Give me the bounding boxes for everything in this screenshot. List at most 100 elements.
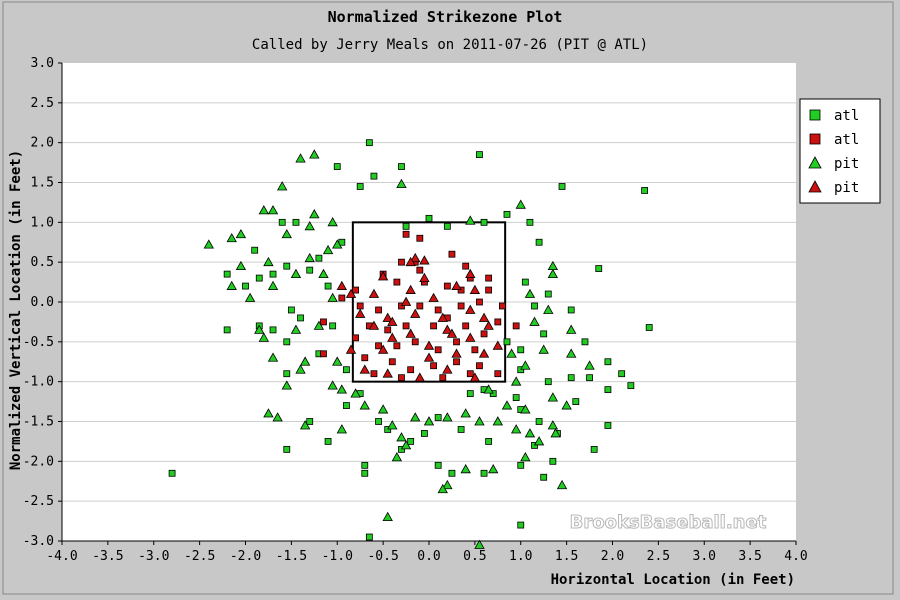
point-square [393, 342, 401, 350]
point-triangle [483, 320, 494, 330]
point-square [416, 234, 424, 242]
point-triangle [520, 360, 531, 370]
point-square [526, 218, 534, 226]
x-tick-label: -2.5 [184, 549, 215, 564]
legend-marker-triangle [808, 156, 822, 169]
y-tick-labels: 3.0 2.5 2.0 1.5 1.0 0.5 0.0 -0.5 -1.0 -1.5 -2.0 -2.… [23, 56, 54, 549]
point-square [283, 338, 291, 346]
point-triangle [547, 392, 559, 402]
point-square [453, 338, 460, 346]
point-triangle [244, 292, 256, 302]
point-square [269, 270, 277, 278]
y-tick-label: -1.5 [23, 415, 54, 430]
point-triangle [299, 356, 311, 366]
point-square [485, 286, 493, 294]
point-triangle [318, 268, 329, 279]
point-square [223, 326, 231, 334]
point-triangle [295, 153, 306, 163]
x-tick-label: -2.0 [230, 549, 261, 564]
point-square [485, 438, 493, 445]
point-triangle [313, 320, 325, 330]
point-triangle [327, 217, 338, 227]
point-triangle [359, 400, 370, 410]
point-square [425, 214, 433, 222]
point-square [365, 139, 373, 147]
point-square [398, 445, 405, 453]
point-square [324, 282, 332, 290]
point-square [361, 469, 369, 477]
point-square [315, 254, 323, 262]
legend-marker-square [809, 109, 821, 121]
point-triangle [492, 416, 503, 426]
y-tick-label: 1.5 [31, 176, 54, 191]
point-triangle [492, 340, 503, 350]
point-triangle [226, 280, 237, 290]
point-square [494, 370, 502, 378]
y-tick-label: 2.0 [31, 136, 54, 151]
point-triangle [350, 388, 361, 398]
point-triangle [520, 404, 531, 414]
point-triangle [506, 348, 517, 358]
point-square [476, 298, 483, 306]
point-square [517, 346, 525, 354]
point-square [604, 422, 612, 429]
point-triangle [566, 324, 577, 334]
point-square [540, 473, 548, 481]
point-triangle [272, 412, 283, 422]
point-square [434, 306, 442, 314]
point-triangle [510, 376, 522, 386]
x-tick-label: 0.0 [417, 549, 440, 564]
point-square [407, 366, 415, 374]
point-square [375, 418, 382, 425]
point-square [604, 386, 612, 394]
point-square [416, 266, 424, 274]
point-square [517, 461, 525, 469]
point-triangle [290, 324, 302, 334]
point-triangle [465, 268, 476, 279]
point-triangle [405, 328, 416, 338]
point-triangle [355, 308, 366, 318]
point-square [384, 426, 392, 433]
axes [58, 62, 797, 545]
point-triangle [304, 252, 315, 263]
point-square [329, 322, 337, 330]
point-triangle [263, 256, 274, 267]
point-triangle [524, 428, 536, 438]
point-square [572, 398, 580, 405]
point-triangle [322, 244, 334, 255]
point-triangle [538, 344, 549, 354]
x-tick-label: 0.5 [463, 549, 486, 564]
x-tick-label: -3.5 [92, 549, 123, 564]
y-tick-label: 2.5 [31, 96, 54, 111]
point-square [641, 187, 649, 194]
point-square [466, 370, 474, 378]
point-square [480, 469, 488, 477]
point-triangle [410, 308, 421, 318]
point-square [586, 374, 593, 382]
point-triangle [377, 271, 389, 281]
point-square [356, 302, 364, 310]
point-square [365, 533, 373, 541]
point-triangle [267, 352, 279, 362]
point-triangle [469, 372, 481, 382]
point-square [421, 430, 428, 437]
point-triangle [543, 304, 554, 314]
point-square [503, 338, 511, 346]
point-triangle [550, 428, 561, 438]
point-square [255, 274, 263, 282]
point-square [356, 183, 364, 190]
point-square [333, 163, 341, 170]
point-triangle [299, 420, 311, 430]
point-square [375, 342, 382, 350]
point-triangle [387, 332, 398, 342]
x-tick-label: -1.0 [322, 549, 353, 564]
point-triangle [419, 255, 430, 265]
x-tick-label: 3.0 [693, 549, 716, 564]
point-triangle [460, 463, 471, 474]
point-triangle [309, 149, 320, 159]
point-square [618, 370, 626, 378]
point-square [443, 222, 451, 230]
point-triangle [478, 312, 490, 322]
point-triangle [377, 344, 389, 354]
